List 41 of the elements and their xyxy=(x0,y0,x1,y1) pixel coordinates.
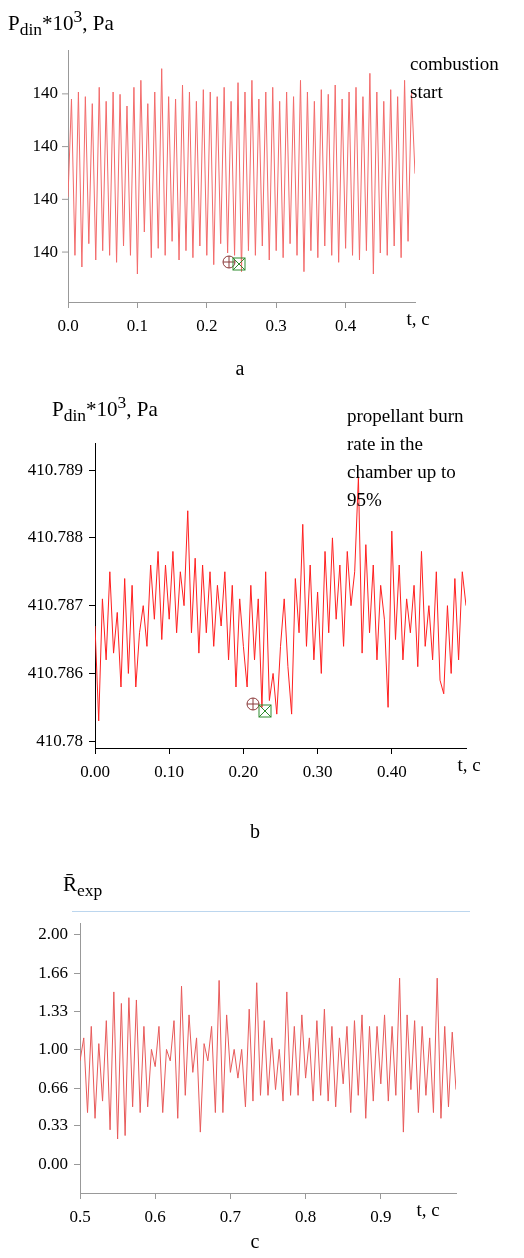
x-tick-label: 0.2 xyxy=(196,315,218,335)
x-tick-label: 0.30 xyxy=(302,761,333,781)
text: c xyxy=(249,1230,261,1253)
annotation: combustion start xyxy=(410,53,500,102)
text: a xyxy=(234,357,246,380)
y-tick-label: 2.00 xyxy=(38,923,68,943)
x-tick-label: 0.9 xyxy=(370,1206,392,1226)
x-tick-label: 0.5 xyxy=(69,1206,91,1226)
x-tick-label: 0.8 xyxy=(294,1206,317,1226)
text: 140 xyxy=(32,83,58,103)
y-tick-label: 1.00 xyxy=(38,1038,68,1058)
x-tick-label: 0.00 xyxy=(80,761,110,781)
y-tick-label: 410.78 xyxy=(36,730,83,750)
y-tick-label: 0.66 xyxy=(38,1077,68,1097)
y-tick-label: 0.00 xyxy=(38,1153,68,1173)
y-tick-label: 0.33 xyxy=(38,1115,68,1135)
x-axis-title: t, c xyxy=(457,754,481,776)
y-tick-label: 1.66 xyxy=(38,963,68,983)
y-tick-label: 1.33 xyxy=(38,1000,68,1020)
y-tick-label: 410.786 xyxy=(27,662,83,682)
text: 140 xyxy=(32,136,58,156)
y-axis-title: P$_{din}$*10$^{3}$, Pa xyxy=(8,6,114,41)
y-axis-title: P$_{din}$*10$^{3}$, Pa xyxy=(52,392,158,427)
y-tick-label: 410.787 xyxy=(27,595,84,615)
text: b xyxy=(249,820,261,843)
x-tick-label: 0.7 xyxy=(219,1206,242,1226)
x-tick-label: 0.0 xyxy=(57,315,79,335)
x-tick-label: 0.6 xyxy=(144,1206,166,1226)
x-axis-title: t, c xyxy=(416,1199,440,1221)
x-tick-label: 0.1 xyxy=(126,315,149,335)
x-tick-label: 0.4 xyxy=(334,315,357,335)
x-axis-title: t, c xyxy=(406,308,430,330)
y-tick-label: 410.789 xyxy=(27,459,83,479)
x-tick-label: 0.3 xyxy=(265,315,287,335)
x-tick-label: 0.10 xyxy=(154,761,185,781)
text: 140 xyxy=(32,188,58,208)
x-tick-label: 0.20 xyxy=(228,761,259,781)
y-axis-title: R̄$_{exp}$ xyxy=(63,872,103,902)
text: 140 xyxy=(32,241,58,261)
y-tick-label: 410.788 xyxy=(27,527,83,547)
x-tick-label: 0.40 xyxy=(376,761,407,781)
